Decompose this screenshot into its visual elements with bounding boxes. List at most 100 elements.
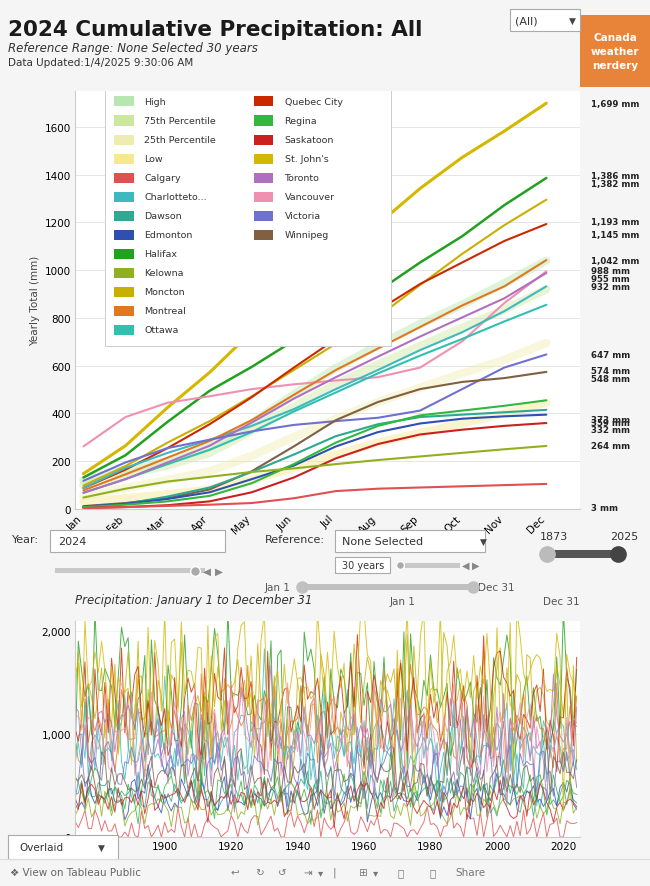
FancyBboxPatch shape: [114, 174, 134, 183]
Bar: [510, 10, 580, 32]
FancyBboxPatch shape: [105, 86, 391, 346]
Text: ◀: ◀: [203, 566, 211, 576]
Text: ⇥: ⇥: [303, 867, 312, 877]
FancyBboxPatch shape: [254, 212, 274, 222]
Text: 1,382 mm: 1,382 mm: [590, 180, 639, 189]
Bar: [405, 563, 460, 568]
Text: Canada
weather
nerdery: Canada weather nerdery: [591, 33, 639, 71]
Text: Saskatoon: Saskatoon: [285, 136, 334, 145]
FancyBboxPatch shape: [254, 154, 274, 165]
FancyBboxPatch shape: [254, 192, 274, 202]
Bar: [306, 585, 471, 590]
Text: ▾: ▾: [318, 867, 323, 877]
FancyBboxPatch shape: [114, 307, 134, 316]
Text: Vancouver: Vancouver: [285, 193, 335, 202]
Text: 25th Percentile: 25th Percentile: [144, 136, 216, 145]
Text: Jan 1: Jan 1: [390, 596, 416, 607]
Text: ▶: ▶: [215, 566, 223, 576]
FancyBboxPatch shape: [114, 230, 134, 240]
Text: 955 mm: 955 mm: [590, 275, 629, 284]
Text: Montreal: Montreal: [144, 307, 186, 316]
Text: 1,699 mm: 1,699 mm: [590, 99, 639, 109]
Text: 332 mm: 332 mm: [590, 425, 629, 435]
Text: ↺: ↺: [278, 867, 287, 877]
Text: (All): (All): [515, 16, 538, 26]
FancyBboxPatch shape: [254, 230, 274, 240]
Bar: [580, 16, 650, 88]
Text: 2025: 2025: [610, 532, 638, 541]
Text: 2024 Cumulative Precipitation: All: 2024 Cumulative Precipitation: All: [8, 20, 422, 40]
Text: ▼: ▼: [480, 537, 487, 546]
Text: ↻: ↻: [255, 867, 264, 877]
Bar: [50, 531, 225, 552]
Text: ↩: ↩: [230, 867, 239, 877]
Text: 75th Percentile: 75th Percentile: [144, 117, 216, 126]
FancyBboxPatch shape: [114, 136, 134, 145]
Text: 1,145 mm: 1,145 mm: [590, 231, 639, 240]
FancyBboxPatch shape: [114, 325, 134, 336]
Text: ▼: ▼: [569, 17, 576, 26]
FancyBboxPatch shape: [254, 97, 274, 107]
Text: 932 mm: 932 mm: [590, 283, 629, 291]
Text: Quebec City: Quebec City: [285, 97, 343, 107]
Text: St. John's: St. John's: [285, 155, 328, 164]
Text: 548 mm: 548 mm: [590, 374, 629, 383]
Text: Dec 31: Dec 31: [478, 582, 515, 593]
Text: 1,193 mm: 1,193 mm: [590, 217, 639, 227]
Text: Reference:: Reference:: [265, 534, 325, 544]
FancyBboxPatch shape: [114, 116, 134, 127]
Text: Precipitation: January 1 to December 31: Precipitation: January 1 to December 31: [75, 594, 313, 607]
FancyBboxPatch shape: [114, 212, 134, 222]
FancyBboxPatch shape: [114, 154, 134, 165]
Text: Overlaid: Overlaid: [19, 842, 63, 852]
Text: Year:: Year:: [12, 534, 39, 544]
Text: 359 mm: 359 mm: [590, 418, 629, 428]
Text: 30 years: 30 years: [342, 560, 384, 571]
Text: Share: Share: [455, 867, 485, 877]
FancyBboxPatch shape: [114, 192, 134, 202]
Text: Dec 31: Dec 31: [543, 596, 580, 607]
Text: Ottawa: Ottawa: [144, 326, 179, 335]
Text: 574 mm: 574 mm: [590, 367, 630, 376]
Text: High: High: [144, 97, 166, 107]
Text: 988 mm: 988 mm: [590, 267, 629, 276]
Text: 264 mm: 264 mm: [590, 442, 630, 451]
Text: Moncton: Moncton: [144, 288, 185, 297]
Text: Winnipeg: Winnipeg: [285, 231, 329, 240]
Text: Calgary: Calgary: [144, 174, 181, 183]
Text: ⬜: ⬜: [398, 867, 404, 877]
Text: |: |: [333, 867, 337, 877]
FancyBboxPatch shape: [114, 97, 134, 107]
Text: 3 mm: 3 mm: [590, 503, 618, 512]
Text: Toronto: Toronto: [285, 174, 319, 183]
Text: ❖ View on Tableau Public: ❖ View on Tableau Public: [10, 867, 141, 877]
Y-axis label: Yearly Total (mm): Yearly Total (mm): [31, 255, 40, 346]
Text: Halifax: Halifax: [144, 250, 177, 259]
Bar: [335, 531, 485, 552]
FancyBboxPatch shape: [254, 116, 274, 127]
Text: Edmonton: Edmonton: [144, 231, 192, 240]
Text: 373 mm: 373 mm: [590, 416, 630, 425]
Text: ▶: ▶: [472, 560, 480, 571]
Text: Victoria: Victoria: [285, 212, 320, 221]
Text: Low: Low: [144, 155, 162, 164]
Text: ▼: ▼: [98, 843, 105, 851]
Text: 1,386 mm: 1,386 mm: [590, 172, 639, 181]
Bar: [551, 550, 615, 558]
FancyBboxPatch shape: [114, 268, 134, 278]
Text: 647 mm: 647 mm: [590, 351, 630, 360]
Text: ⊞: ⊞: [358, 867, 367, 877]
Text: ⎘: ⎘: [430, 867, 436, 877]
FancyBboxPatch shape: [114, 250, 134, 260]
Text: Jan 1: Jan 1: [265, 582, 291, 593]
Text: Reference Range: None Selected 30 years: Reference Range: None Selected 30 years: [8, 42, 258, 55]
Text: Data Updated:1/4/2025 9:30:06 AM: Data Updated:1/4/2025 9:30:06 AM: [8, 58, 193, 68]
Text: ▾: ▾: [373, 867, 378, 877]
Text: Regina: Regina: [285, 117, 317, 126]
Text: 1,042 mm: 1,042 mm: [590, 256, 639, 265]
Text: Dawson: Dawson: [144, 212, 182, 221]
Text: Charlotteto...: Charlotteto...: [144, 193, 207, 202]
FancyBboxPatch shape: [254, 136, 274, 145]
Text: Kelowna: Kelowna: [144, 269, 184, 278]
Text: None Selected: None Selected: [342, 536, 423, 547]
